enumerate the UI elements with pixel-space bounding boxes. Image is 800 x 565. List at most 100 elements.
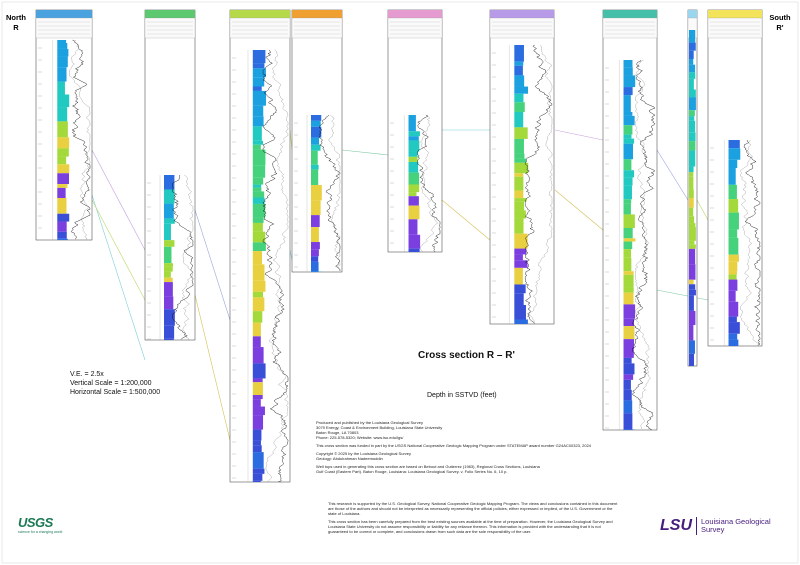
lithology-segment [689, 310, 696, 326]
lithology-segment [164, 189, 175, 204]
lithology-segment [514, 93, 524, 103]
credit-line: Copyright © 2025 by the Louisiana Geolog… [316, 451, 412, 456]
lithology-segment [689, 176, 694, 190]
lithology-segment [57, 56, 68, 68]
well-header-box [144, 17, 196, 39]
log-curve [743, 140, 761, 346]
lithology-segment [408, 156, 418, 162]
lithology-segment [689, 89, 696, 98]
lithology-segment [689, 97, 696, 111]
lithology-segment [689, 295, 694, 311]
lithology-segment [514, 153, 525, 159]
lithology-segment [252, 217, 264, 223]
lithology-segment [311, 144, 321, 151]
lithology-segment [689, 248, 696, 265]
lithology-segment [252, 473, 263, 481]
lithology-segment [164, 282, 173, 297]
lsu-word: LSU [660, 517, 692, 534]
lithology-segment [252, 197, 265, 204]
lithology-segment [623, 241, 633, 250]
log-curve [319, 114, 341, 271]
lithology-segment [252, 231, 266, 243]
well-header-box [707, 17, 763, 39]
lithology-segment [623, 143, 633, 160]
lithology-segment [311, 164, 319, 170]
lithology-segment [689, 223, 696, 228]
lithology-segment [252, 406, 265, 416]
log-curve-2 [528, 44, 553, 325]
lithology-segment [514, 190, 524, 199]
lithology-segment [514, 102, 525, 112]
lithology-segment [689, 72, 696, 79]
lithology-segment [514, 198, 527, 202]
lithology-segment [689, 353, 695, 366]
lithology-segment [689, 289, 696, 296]
title: Cross section R – R' [418, 350, 515, 361]
lithology-segment [728, 333, 738, 340]
lithology-segment [514, 138, 524, 154]
lithology-segment [514, 61, 524, 66]
lithology-segment [623, 400, 633, 414]
lithology-segment [623, 274, 634, 288]
scale-line: V.E. = 2.5x [70, 371, 104, 378]
lithology-segment [728, 271, 737, 275]
lithology-segment [408, 184, 420, 193]
lithology-segment [623, 199, 632, 204]
lithology-segment [164, 271, 171, 278]
lithology-segment [689, 240, 695, 245]
logo-divider [696, 517, 697, 535]
lithology-segment [57, 187, 66, 198]
lithology-segment [252, 63, 265, 69]
lithology-segment [57, 213, 70, 222]
well [229, 9, 291, 483]
well [387, 9, 443, 253]
log-curve [172, 174, 194, 340]
log-curve-2 [69, 39, 91, 240]
lithology-segment [514, 45, 524, 62]
well-header [145, 10, 195, 18]
lithology-segment [623, 170, 635, 178]
lithology-segment [311, 115, 322, 121]
well-header [230, 10, 290, 18]
credit-line: This cross section was funded in part by… [316, 443, 592, 448]
lsu-logo: LSU Louisiana Geological Survey [660, 517, 777, 535]
lithology-segment [252, 203, 266, 218]
lithology-segment [252, 242, 266, 252]
lithology-segment [408, 234, 421, 249]
lithology-segment [689, 227, 696, 241]
lithology-segment [514, 260, 528, 268]
log-curve [71, 39, 91, 240]
lithology-segment [689, 284, 696, 290]
lithology-segment [728, 148, 741, 160]
lithology-segment [623, 413, 633, 430]
lithology-segment [623, 111, 633, 116]
lithology-segment [164, 240, 175, 247]
credit-line: Phone: 225-578-5320; Website: www.lsu.ed… [316, 435, 404, 440]
lithology-segment [311, 126, 322, 138]
well-header [688, 10, 697, 18]
lithology-segment [252, 382, 263, 396]
lithology-segment [408, 151, 418, 157]
correlation-line [441, 199, 491, 241]
correlation-line [194, 294, 231, 441]
lithology-segment [164, 246, 172, 264]
lithology-segment [689, 110, 695, 117]
lithology-segment [311, 261, 319, 272]
lithology-segment [164, 325, 175, 339]
south-label: South [769, 13, 791, 22]
log-curve-2 [635, 59, 651, 430]
correlation-line [656, 289, 709, 301]
lithology-segment [252, 291, 264, 298]
correlation-line [289, 249, 293, 261]
lithology-segment [689, 340, 695, 354]
well [687, 9, 698, 367]
lithology-segment [408, 140, 420, 152]
disclaimer-line: This cross section has been carefully pr… [328, 519, 613, 534]
lithology-segment [57, 231, 67, 239]
lithology-segment [311, 242, 320, 250]
well-header [388, 10, 442, 18]
lithology-segment [623, 214, 635, 229]
